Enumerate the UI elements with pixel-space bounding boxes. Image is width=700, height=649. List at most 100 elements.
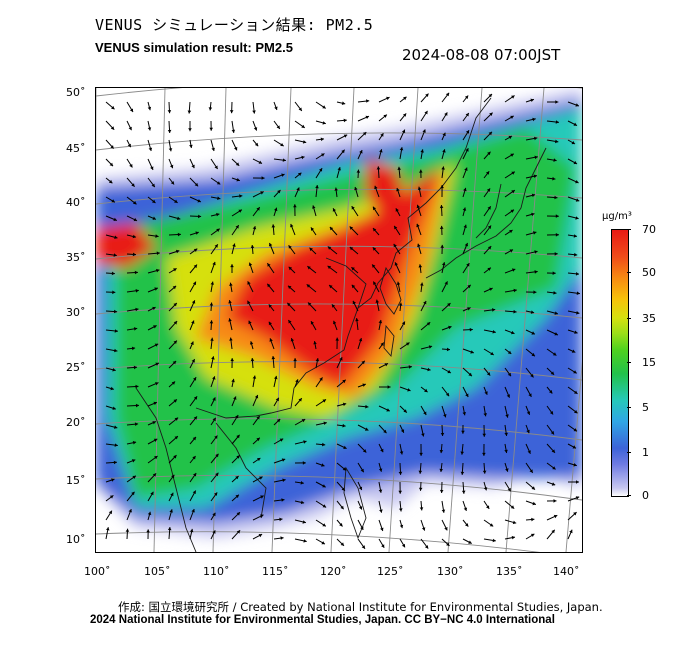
wind-arrow-head — [171, 381, 176, 385]
wind-arrow-head — [375, 299, 380, 303]
wind-arrow-head — [425, 93, 429, 97]
wind-arrow-head — [534, 250, 538, 254]
wind-arrow-head — [416, 223, 420, 228]
wind-arrow-head — [132, 475, 136, 479]
wind-arrow-head — [300, 481, 304, 485]
wind-arrow-head — [109, 495, 114, 499]
wind-arrow-head — [231, 129, 236, 133]
wind-arrow-head — [487, 206, 491, 210]
wind-arrow-head — [106, 527, 110, 531]
wind-arrow-head — [484, 391, 488, 395]
lon-label-130: 130˚ — [437, 565, 464, 578]
wind-arrow-head — [210, 281, 214, 285]
wind-arrow-head — [208, 107, 213, 111]
wind-arrow-head — [209, 320, 214, 324]
wind-arrow-head — [131, 459, 136, 463]
wind-arrow-head — [173, 399, 177, 403]
wind-arrow-head — [135, 307, 139, 312]
wind-arrow-head — [555, 214, 559, 218]
wind-arrow-head — [282, 478, 286, 482]
wind-arrow-head — [358, 338, 363, 342]
wind-arrow-head — [174, 436, 178, 440]
wind-arrow-head — [230, 358, 234, 362]
wind-arrow-head — [492, 330, 496, 334]
wind-arrow-head — [280, 143, 284, 147]
wind-arrow-head — [408, 365, 412, 369]
wind-arrow-head — [135, 384, 139, 389]
wind-arrow-head — [302, 520, 306, 524]
wind-arrow-head — [447, 303, 451, 307]
wind-arrow-head — [487, 246, 492, 250]
wind-arrow-head — [306, 284, 311, 288]
wind-arrow-head — [418, 470, 423, 474]
wind-arrow-head — [339, 357, 343, 361]
wind-arrow-head — [322, 121, 326, 125]
wind-arrow-head — [573, 234, 577, 238]
wind-arrow-head — [504, 449, 508, 453]
wind-arrow-head — [275, 397, 279, 402]
wind-arrow-head — [464, 95, 469, 99]
wind-arrow-head — [358, 506, 363, 510]
wind-arrow-head — [282, 158, 286, 162]
wind-arrow-head — [287, 302, 291, 307]
wind-arrow-head — [551, 449, 555, 453]
wind-arrow-head — [310, 227, 315, 231]
wind-arrow-head — [129, 164, 133, 168]
wind-arrow-head — [333, 320, 337, 325]
wind-arrow-head — [532, 117, 536, 122]
wind-arrow-head — [321, 463, 325, 467]
wind-arrow-head — [322, 484, 326, 488]
wind-arrow-head — [378, 468, 383, 472]
wind-arrow-head — [553, 158, 557, 162]
wind-arrow-head — [420, 149, 424, 153]
wind-arrow-head — [486, 372, 491, 376]
wind-arrow-head — [111, 105, 115, 110]
wind-arrow-head — [444, 527, 448, 531]
wind-arrow-head — [153, 438, 158, 442]
wind-arrow-head — [288, 285, 292, 289]
wind-arrow-head — [329, 285, 333, 289]
wind-arrow-head — [349, 247, 354, 251]
wind-arrow-head — [507, 487, 511, 492]
wind-arrow-head — [247, 281, 251, 285]
wind-arrow-head — [332, 208, 336, 212]
concentration-layer — [96, 223, 156, 268]
wind-arrow-head — [406, 342, 410, 346]
wind-arrow-head — [150, 491, 154, 496]
wind-arrow-head — [460, 451, 464, 455]
wind-arrow-head — [419, 169, 423, 173]
wind-arrow-head — [131, 183, 135, 187]
wind-arrow-head — [380, 342, 384, 346]
wind-arrow-head — [487, 225, 492, 229]
wind-arrow-head — [398, 471, 403, 475]
wind-arrow-head — [192, 490, 196, 494]
wind-arrow-head — [461, 490, 466, 494]
wind-arrow-head — [483, 413, 487, 417]
wind-arrow-head — [315, 358, 320, 362]
legend-tick-label: 0 — [642, 489, 649, 502]
wind-arrow-head — [575, 496, 580, 500]
wind-arrow-head — [362, 449, 367, 453]
wind-arrow-head — [197, 199, 201, 203]
wind-arrow-head — [513, 288, 517, 293]
wind-arrow-head — [209, 127, 213, 131]
wind-arrow-head — [321, 153, 325, 157]
wind-arrow-head — [254, 142, 259, 147]
wind-arrow-head — [485, 171, 490, 175]
wind-arrow-head — [380, 133, 384, 137]
wind-arrow-head — [271, 224, 276, 228]
legend-tick-label: 50 — [642, 266, 656, 279]
wind-arrow-head — [153, 325, 157, 329]
wind-arrow-head — [463, 507, 468, 511]
wind-arrow-head — [217, 196, 221, 200]
wind-arrow-head — [423, 301, 427, 305]
wind-arrow-head — [488, 131, 492, 136]
legend-tick-label: 15 — [642, 356, 656, 369]
wind-arrow-head — [151, 183, 155, 188]
wind-arrow-head — [486, 505, 490, 509]
lat-label-30: 30˚ — [66, 306, 86, 319]
wind-arrow-head — [358, 486, 363, 490]
wind-arrow-head — [468, 540, 472, 544]
wind-arrow-head — [442, 149, 446, 153]
wind-arrow-head — [446, 347, 450, 352]
